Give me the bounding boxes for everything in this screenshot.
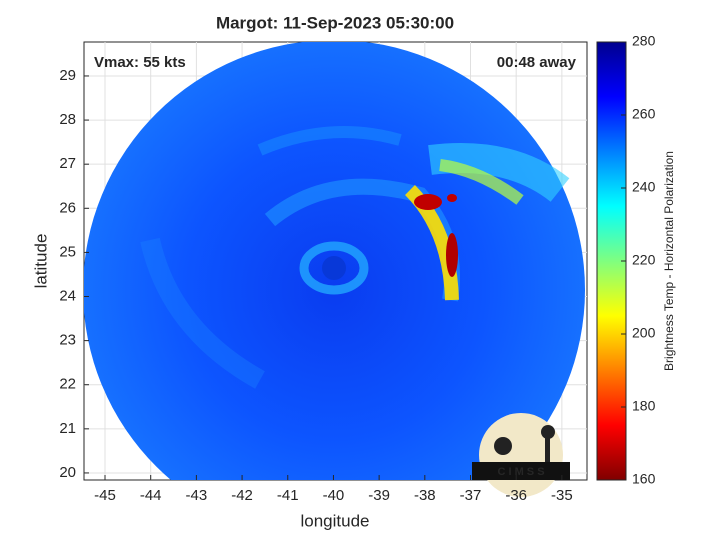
x-tick-label: -43 [186, 487, 208, 504]
colorbar-tick-label: 240 [632, 179, 656, 195]
y-tick-label: 27 [59, 155, 76, 172]
x-tick-label: -38 [414, 487, 436, 504]
logo: C I M S S [472, 413, 570, 497]
x-tick-label: -41 [277, 487, 299, 504]
colorbar-tick-label: 200 [632, 325, 656, 341]
x-tick-label: -45 [94, 487, 116, 504]
x-tick-label: -42 [231, 487, 253, 504]
y-tick-label: 22 [59, 376, 76, 393]
colorbar-tick-label: 280 [632, 33, 656, 49]
x-tick-label: -35 [551, 487, 573, 504]
y-tick-label: 23 [59, 332, 76, 349]
y-tick-label: 26 [59, 199, 76, 216]
x-axis-label: longitude [300, 511, 369, 530]
logo-text: C I M S S [497, 466, 544, 478]
x-tick-label: -39 [368, 487, 390, 504]
x-tick-label: -37 [460, 487, 482, 504]
x-tick-label: -36 [505, 487, 527, 504]
colorbar-tick-label: 220 [632, 252, 656, 268]
colorbar-tick-label: 160 [632, 471, 656, 487]
satellite-image [84, 42, 585, 480]
annotation: 00:48 away [497, 54, 577, 71]
chart-title: Margot: 11-Sep-2023 05:30:00 [216, 13, 454, 32]
x-tick-label: -44 [140, 487, 162, 504]
y-tick-label: 29 [59, 67, 76, 84]
y-tick-label: 25 [59, 243, 76, 260]
x-tick-label: -40 [323, 487, 345, 504]
y-tick-label: 28 [59, 111, 76, 128]
y-tick-label: 21 [59, 420, 76, 437]
y-tick-label: 20 [59, 464, 76, 481]
colorbar-tick-label: 180 [632, 398, 656, 414]
y-axis-label: latitude [31, 234, 50, 289]
y-tick-label: 24 [59, 287, 76, 304]
colorbar-tick-label: 260 [632, 106, 656, 122]
annotation: Vmax: 55 kts [94, 54, 186, 71]
colorbar-label: Brightness Temp - Horizontal Polarizatio… [662, 151, 676, 371]
